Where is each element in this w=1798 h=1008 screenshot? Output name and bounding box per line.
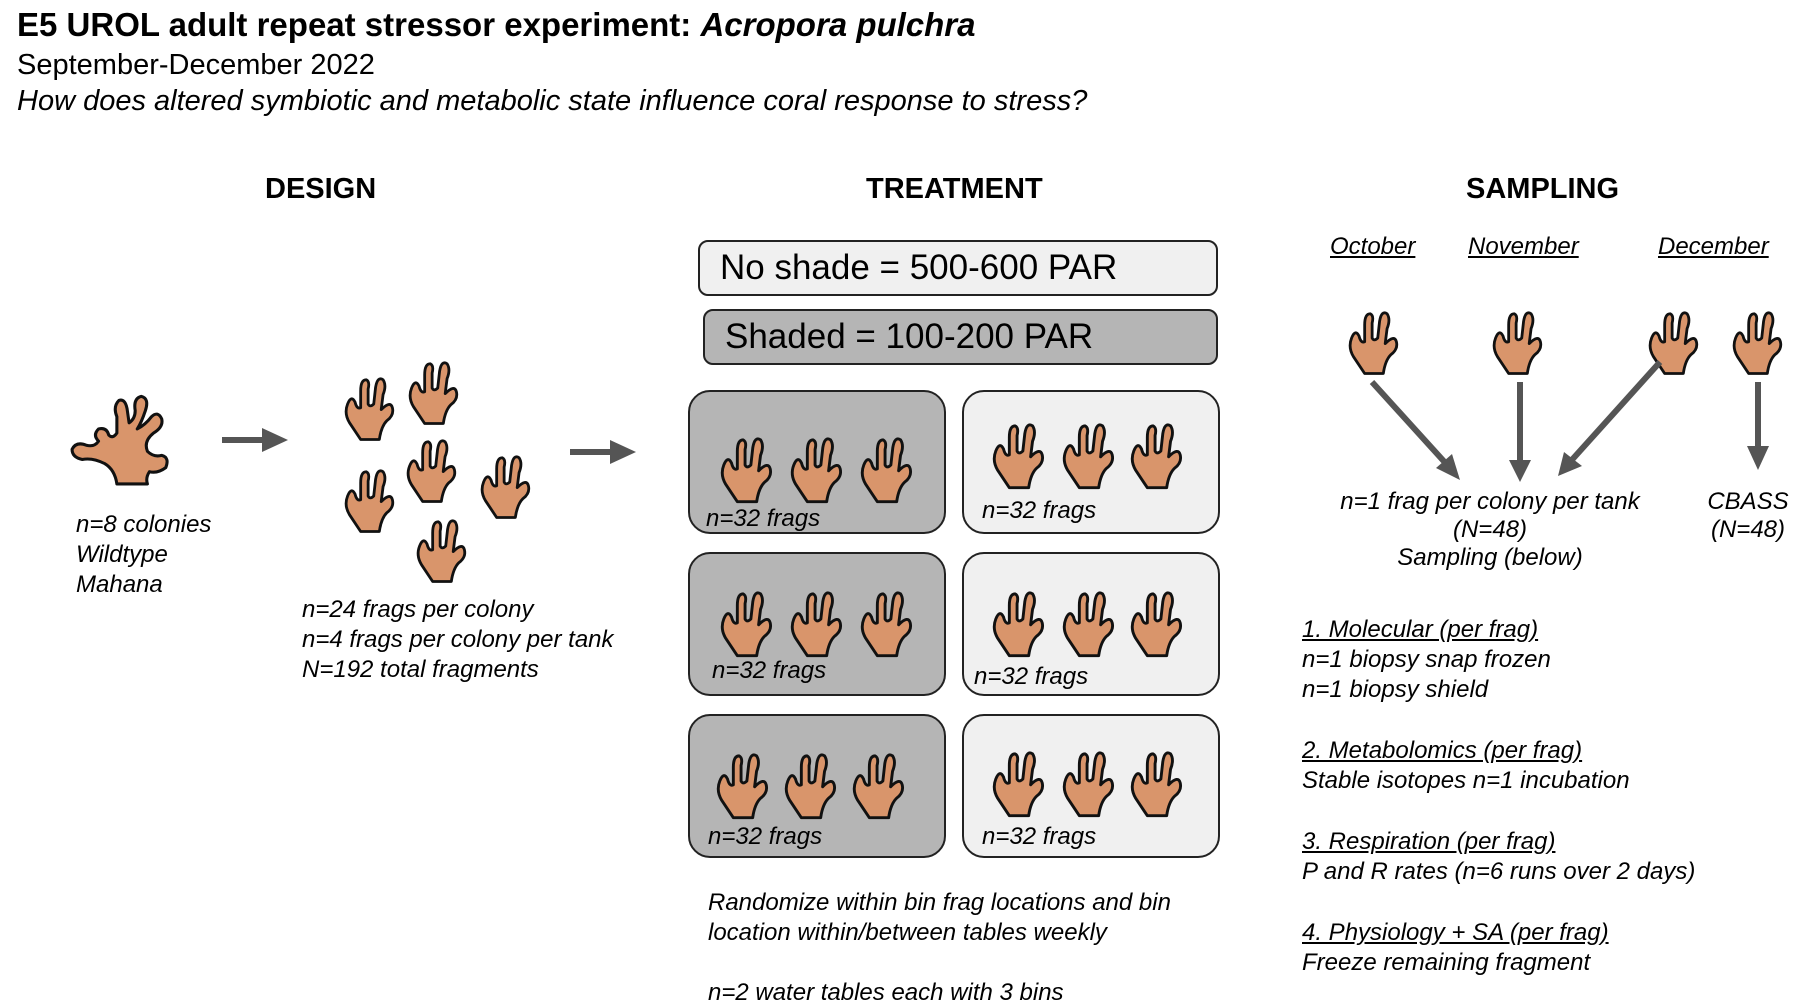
fragment-icon [858,580,916,658]
bin-unshaded-1: n=32 frags [962,390,1220,534]
sampling-item-respiration: 3. Respiration (per frag) P and R rates … [1302,828,1696,885]
sampling-item-molecular: 1. Molecular (per frag) n=1 biopsy snap … [1302,616,1551,703]
colony-site: Mahana [76,571,163,598]
fragment-icon [990,412,1048,490]
fragment-icon [342,458,398,534]
sampling-summary: n=1 frag per colony per tank (N=48) Samp… [1340,488,1640,571]
design-heading: DESIGN [265,173,377,205]
bin-unshaded-3: n=32 frags [962,714,1220,858]
month-december: December [1658,233,1769,260]
frags-per-tank: n=4 frags per colony per tank [302,626,614,653]
sampling-item-metabolomics: 2. Metabolomics (per frag) Stable isotop… [1302,737,1630,794]
sampling-item-physiology: 4. Physiology + SA (per frag) Freeze rem… [1302,919,1609,976]
fragment-icon [1128,412,1186,490]
sampling-arrows [1369,359,1769,482]
research-question: How does altered symbiotic and metabolic… [17,85,1088,117]
fragment-icon [718,580,776,658]
fragment-icon [788,580,846,658]
sampling-heading: SAMPLING [1466,173,1620,205]
total-fragments: N=192 total fragments [302,656,539,683]
bin-shaded-3: n=32 frags [688,714,946,858]
randomize-note: Randomize within bin frag locations and … [708,889,1171,946]
bin-shaded-1: n=32 frags [688,390,946,534]
fragment-icon [1128,580,1186,658]
bin-unshaded-2: n=32 frags [962,552,1220,696]
fragment-icon [714,742,772,820]
bin-label: n=32 frags [982,823,1097,850]
fragment-icon [1060,412,1118,490]
october-arrowhead [1436,454,1460,480]
december-arrowhead [1558,452,1582,476]
cbass-arrowhead [1747,446,1769,470]
fragment-icon [1128,740,1186,818]
fragment-info: n=24 frags per colony n=4 frags per colo… [302,595,614,685]
frags-per-colony: n=24 frags per colony [302,596,534,623]
fragment-icon [414,508,470,584]
fragment-icon [990,580,1048,658]
fragment-icon [990,740,1048,818]
fragment-icon [782,742,840,820]
fragment-icon [858,426,916,504]
fragment-icon [1060,740,1118,818]
colony-count: n=8 colonies [76,511,212,538]
bin-label: n=32 frags [982,497,1097,524]
shaded-bar: Shaded = 100-200 PAR [703,309,1218,365]
december-arrow [1567,359,1663,465]
date-range: September-December 2022 [17,49,375,81]
species-name: Acropora pulchra [700,6,976,43]
fragment-icon [406,350,462,426]
fragment-icon [788,426,846,504]
water-tables-note: n=2 water tables each with 3 bins [708,979,1064,1006]
fragment-icon [850,742,908,820]
fragment-icon [404,428,460,504]
no-shade-bar: No shade = 500-600 PAR [698,240,1218,296]
design-arrow-1 [222,428,288,452]
colony-info: n=8 colonies Wildtype Mahana [76,510,211,600]
fragment-icon [478,444,534,520]
month-october: October [1330,233,1416,260]
november-arrowhead [1509,460,1531,482]
parent-colony-icon [68,372,180,492]
bin-label: n=32 frags [712,657,827,684]
design-arrow-2 [570,440,636,464]
month-november: November [1468,233,1579,260]
fragment-icon [718,426,776,504]
fragment-icon [1060,580,1118,658]
bin-label: n=32 frags [708,823,823,850]
page-title: E5 UROL adult repeat stressor experiment… [17,6,976,43]
bin-label: n=32 frags [706,505,821,532]
cbass-summary: CBASS (N=48) [1707,488,1789,543]
october-arrow [1369,379,1453,471]
bin-label: n=32 frags [974,663,1089,690]
colony-type: Wildtype [76,541,168,568]
fragment-icon [342,366,398,442]
bin-shaded-2: n=32 frags [688,552,946,696]
treatment-heading: TREATMENT [866,173,1043,205]
